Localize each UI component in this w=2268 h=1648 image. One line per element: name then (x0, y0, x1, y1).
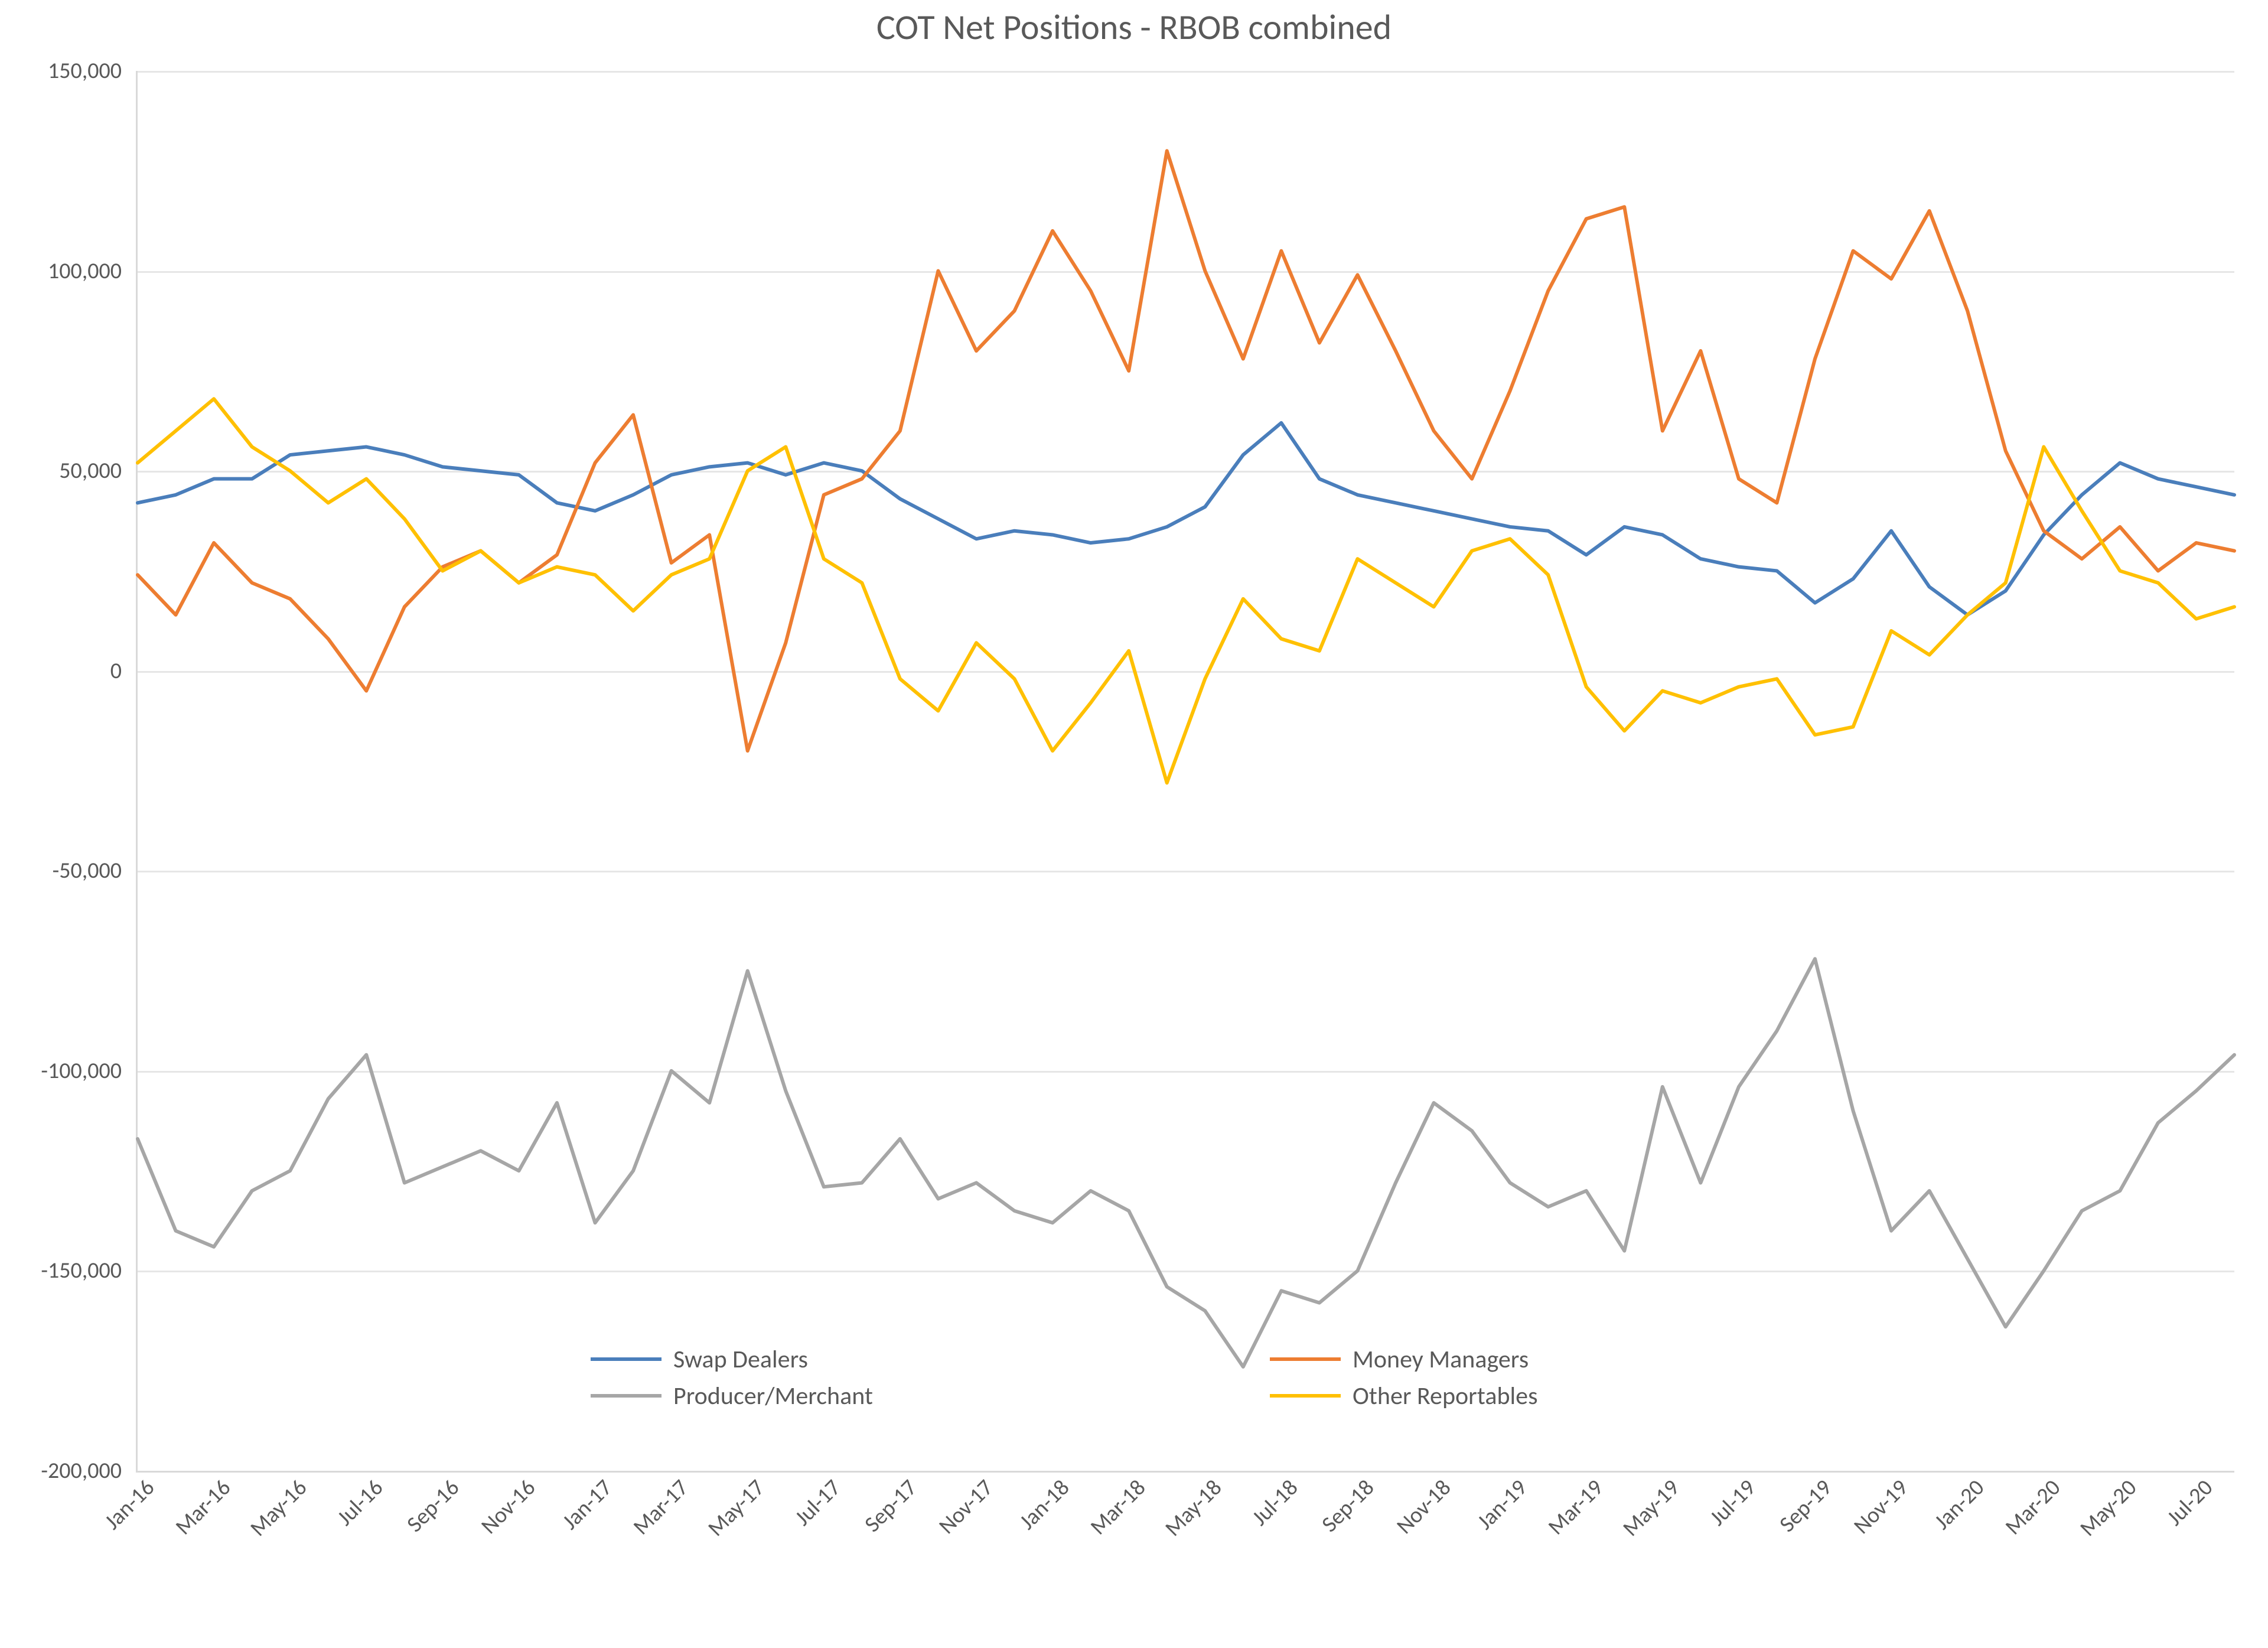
legend: Swap Dealers Money Managers Producer/Merch… (591, 1341, 1949, 1414)
y-axis-label: 50,000 (0, 457, 122, 484)
legend-swatch (1270, 1394, 1341, 1398)
x-axis-label: Mar-20 (2000, 1474, 2066, 1540)
legend-item: Other Reportables (1270, 1377, 1949, 1414)
legend-swatch (591, 1394, 662, 1398)
series-line (138, 151, 2234, 751)
x-axis-label: Mar-18 (1085, 1474, 1151, 1540)
x-axis-label: Nov-17 (933, 1474, 999, 1540)
x-axis-label: Jan-20 (1929, 1474, 1990, 1536)
series-line (138, 959, 2234, 1367)
x-axis-label: Jul-17 (789, 1474, 846, 1532)
y-axis-label: 150,000 (0, 57, 122, 84)
legend-item: Money Managers (1270, 1341, 1949, 1377)
x-axis-label: Nov-19 (1848, 1474, 1914, 1540)
x-axis-label: May-16 (245, 1474, 312, 1542)
x-axis-label: Mar-19 (1542, 1474, 1608, 1540)
x-axis-label: Mar-17 (627, 1474, 693, 1540)
legend-label: Money Managers (1353, 1344, 1529, 1375)
x-axis-label: Nov-18 (1391, 1474, 1456, 1540)
legend-label: Swap Dealers (673, 1344, 808, 1375)
legend-item: Swap Dealers (591, 1341, 1270, 1377)
x-axis-label: Jul-18 (1247, 1474, 1304, 1532)
x-axis-label: May-19 (1617, 1474, 1685, 1542)
x-axis-label: May-18 (1160, 1474, 1228, 1542)
legend-swatch (591, 1357, 662, 1361)
chart-title: COT Net Positions - RBOB combined (0, 6, 2268, 49)
x-axis-label: Sep-19 (1774, 1474, 1837, 1538)
x-axis-label: Jan-18 (1014, 1474, 1076, 1536)
x-axis-label: Mar-16 (170, 1474, 236, 1540)
y-axis-label: 100,000 (0, 258, 122, 285)
legend-item: Producer/Merchant (591, 1377, 1270, 1414)
x-axis-label: May-17 (702, 1474, 770, 1542)
plot-area: Jan-16Mar-16May-16Jul-16Sep-16Nov-16Jan-… (136, 71, 2234, 1473)
x-axis-label: Jul-19 (1704, 1474, 1761, 1532)
x-axis-label: Sep-17 (859, 1474, 923, 1538)
series-line (138, 423, 2234, 615)
series-line (138, 399, 2234, 783)
chart-lines (138, 71, 2234, 1471)
x-axis-label: Jul-16 (332, 1474, 389, 1532)
x-axis-label: Jan-19 (1471, 1474, 1533, 1536)
legend-label: Other Reportables (1353, 1381, 1538, 1411)
y-axis-label: -50,000 (0, 857, 122, 884)
x-axis-label: Sep-16 (402, 1474, 465, 1538)
x-axis-label: Jan-17 (556, 1474, 618, 1536)
y-axis-label: -200,000 (0, 1457, 122, 1484)
chart-container: COT Net Positions - RBOB combined Jan-16… (0, 0, 2268, 1648)
x-axis-label: Sep-18 (1317, 1474, 1380, 1538)
x-axis-label: Nov-16 (476, 1474, 542, 1540)
y-axis-label: 0 (0, 657, 122, 685)
x-axis-label: May-20 (2075, 1474, 2143, 1542)
legend-swatch (1270, 1357, 1341, 1361)
x-axis-label: Jul-20 (2162, 1474, 2219, 1532)
legend-label: Producer/Merchant (673, 1381, 873, 1411)
y-axis-label: -150,000 (0, 1257, 122, 1284)
y-axis-label: -100,000 (0, 1057, 122, 1084)
